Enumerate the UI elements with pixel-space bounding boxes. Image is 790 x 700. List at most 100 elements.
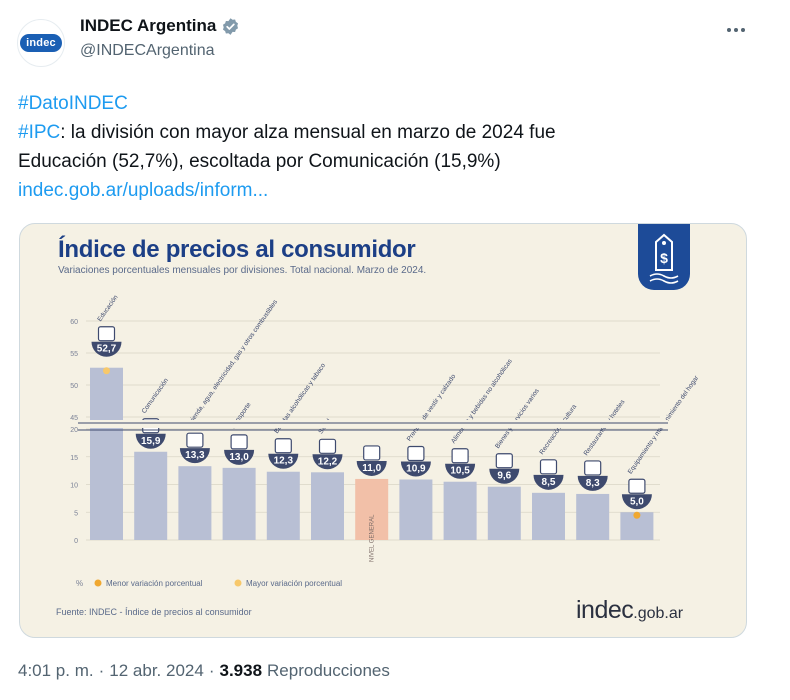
bar-chart: 0 5 10 15 20 45 50 55 60 52,7 Educación 15,9 Comunic… <box>70 294 701 588</box>
value-label: 12,2 <box>318 456 338 467</box>
legend-swatch <box>94 579 102 587</box>
chart-bar <box>266 471 300 540</box>
chart-bar <box>355 478 389 540</box>
brand-name: indec <box>576 596 634 624</box>
brand-suffix: .gob.ar <box>633 605 684 622</box>
value-label: 15,9 <box>141 436 161 447</box>
legend-label: Menor variación porcentual <box>106 579 203 588</box>
tweet-meta: 4:01 p. m. · 12 abr. 2024 · 3.938 Reprod… <box>18 661 390 681</box>
value-label: 12,3 <box>274 456 294 467</box>
unit-label: % <box>76 579 83 588</box>
value-bubble <box>312 454 343 470</box>
value-label: 8,5 <box>542 477 556 488</box>
value-label: 10,5 <box>450 466 470 477</box>
y-tick-label: 0 <box>74 538 78 545</box>
y-tick-label: 15 <box>70 455 78 462</box>
chart-bar <box>443 481 477 540</box>
y-tick-label: 5 <box>74 510 78 517</box>
value-bubble <box>91 341 122 357</box>
y-tick-label: 60 <box>70 319 78 326</box>
handle[interactable]: @INDECArgentina <box>80 42 215 59</box>
verified-badge-icon <box>223 17 239 35</box>
display-name[interactable]: INDEC Argentina <box>80 16 240 36</box>
value-bubble <box>533 474 564 490</box>
value-label: 10,9 <box>406 464 426 475</box>
chart-bar <box>532 492 565 540</box>
value-bubble <box>224 449 255 465</box>
max-marker <box>103 367 110 375</box>
chart-bar <box>399 479 433 540</box>
division-icon <box>230 434 248 450</box>
division-icon <box>495 453 513 469</box>
chart-bar <box>90 367 123 540</box>
hashtag-datoindec[interactable]: #DatoINDEC <box>18 93 128 114</box>
price-tag-icon: $ <box>649 233 679 284</box>
more-options-icon[interactable] <box>724 18 748 42</box>
y-tick-label: 50 <box>70 383 78 390</box>
y-tick-label: 10 <box>70 483 78 490</box>
division-icon <box>186 432 204 448</box>
value-bubble <box>400 461 431 477</box>
chart-bar <box>487 486 521 540</box>
x-category-label: Vivienda, agua, electricidad, gas y otro… <box>185 298 280 429</box>
value-bubble <box>577 475 608 491</box>
tweet-text-line2: Educación (52,7%), escoltada por Comunic… <box>18 151 501 172</box>
value-bubble <box>179 448 210 464</box>
chart-bar <box>134 451 168 540</box>
views-count: 3.938 <box>219 661 263 680</box>
svg-text:$: $ <box>660 250 668 266</box>
chart-source: Fuente: INDEC - Índice de precios al con… <box>56 607 252 617</box>
division-icon <box>318 438 337 454</box>
tweet-text: #DatoINDEC #IPC: la división con mayor a… <box>18 89 738 205</box>
chart-bar <box>222 467 256 540</box>
x-category-label: NIVEL GENERAL <box>370 514 376 562</box>
value-label: 13,0 <box>229 452 249 463</box>
tweet-time[interactable]: 4:01 p. m. <box>18 661 94 680</box>
tweet-date[interactable]: 12 abr. 2024 <box>109 661 204 680</box>
value-bubble <box>268 453 299 469</box>
value-label: 13,3 <box>185 450 205 461</box>
chart-bar <box>311 472 344 540</box>
division-icon <box>451 448 469 464</box>
division-icon <box>584 460 602 476</box>
y-tick-label: 20 <box>70 427 78 434</box>
division-icon <box>274 438 292 454</box>
price-tag-badge: $ <box>638 224 690 290</box>
min-marker <box>633 511 641 519</box>
avatar[interactable]: indec <box>17 19 65 67</box>
hashtag-ipc[interactable]: #IPC <box>18 122 61 143</box>
division-icon <box>407 445 425 462</box>
value-bubble <box>489 468 520 484</box>
x-category-label: Prendas de vestir y calzado <box>406 373 458 443</box>
value-label: 9,6 <box>497 471 511 482</box>
legend-swatch <box>234 579 242 587</box>
value-label: 5,0 <box>630 496 644 507</box>
views-label: Reproducciones <box>267 661 390 680</box>
display-name-text[interactable]: INDEC Argentina <box>80 16 217 35</box>
chart-bar <box>178 466 212 540</box>
value-bubble <box>445 463 476 479</box>
tweet-media-image[interactable]: Índice de precios al consumidor Variacio… <box>19 223 747 638</box>
division-icon <box>97 326 116 342</box>
meta-separator: · <box>208 661 215 680</box>
meta-separator: · <box>98 661 105 680</box>
y-tick-label: 55 <box>70 351 78 358</box>
avatar-logo: indec <box>20 34 62 52</box>
value-bubble <box>356 460 387 476</box>
axis-break-band <box>78 420 668 428</box>
x-category-label: Bienes y servicios varios <box>494 387 541 450</box>
value-label: 52,7 <box>97 344 117 355</box>
indec-brand-logo: indec.gob.ar <box>576 596 683 625</box>
tweet-link[interactable]: indec.gob.ar/uploads/inform... <box>18 180 269 201</box>
division-icon <box>363 445 381 461</box>
chart-subtitle: Variaciones porcentuales mensuales por d… <box>58 265 427 276</box>
value-bubble <box>135 433 166 449</box>
y-tick-label: 45 <box>70 415 78 422</box>
x-category-label: Comunicación <box>141 377 171 415</box>
chart-bar <box>576 493 610 540</box>
chart-title: Índice de precios al consumidor <box>58 236 416 263</box>
x-category-label: Educación <box>96 294 119 323</box>
legend-label: Mayor variación porcentual <box>246 579 342 588</box>
value-label: 11,0 <box>362 463 381 474</box>
